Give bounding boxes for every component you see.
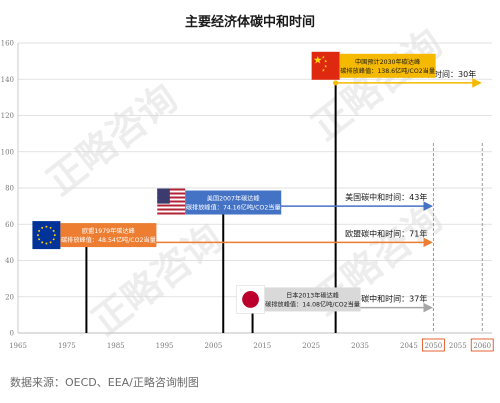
x-tick-label: 2050 <box>424 342 442 350</box>
flag-stripe <box>157 204 186 207</box>
x-tick-label: 1965 <box>9 342 27 350</box>
annotation-line2: 碳排放峰值：14.08亿吨/CO2当量 <box>265 300 360 308</box>
flag-stripe <box>157 198 186 201</box>
flag-star-small: ★ <box>324 58 328 63</box>
x-tick-label: 2060 <box>473 342 491 350</box>
flag-star <box>45 242 48 245</box>
annotation-line1: 美国2007年碳达峰 <box>207 195 260 203</box>
annotation-box <box>264 287 361 312</box>
flag-star-small: ★ <box>322 55 326 60</box>
flag-stripe <box>157 210 186 213</box>
flag-stripe <box>157 190 186 193</box>
annotation-line2: 碳排放峰值：74.16亿吨/CO2当量 <box>186 204 281 212</box>
cn-flag-icon: ★ ★★★★ <box>311 51 340 80</box>
flag-star <box>41 226 44 229</box>
x-tick-label: 1985 <box>107 342 125 350</box>
y-tick-label: 20 <box>5 293 14 301</box>
flag-star-small: ★ <box>324 63 328 68</box>
flag-stripe <box>157 196 186 199</box>
flag-stripe <box>157 188 186 191</box>
flag-stripe <box>157 214 186 217</box>
flag-stripe <box>157 200 186 203</box>
x-tick-label: 2045 <box>400 342 418 350</box>
watermark-text: 正略咨询 <box>303 20 450 149</box>
flag-star <box>49 226 52 229</box>
annotation-box <box>185 190 282 215</box>
flag-stripe <box>157 192 186 195</box>
x-tick-label: 2025 <box>302 342 320 350</box>
flag-star <box>52 229 55 232</box>
x-tick-label: 2035 <box>351 342 369 350</box>
flag-star <box>41 241 44 244</box>
flag-stripe <box>157 208 186 211</box>
y-tick-label: 60 <box>5 221 14 229</box>
flag-stripe <box>157 202 186 205</box>
flag-disc <box>242 291 259 308</box>
x-tick-label: 2055 <box>449 342 467 350</box>
eu-flag-icon <box>32 221 61 250</box>
neutrality-label: 日本碳中和时间：37年 <box>345 294 427 304</box>
annotation-line2: 碳排放峰值：138.6亿吨/CO2当量 <box>340 67 435 75</box>
x-tick-label: 2005 <box>205 342 223 350</box>
flag-star-small: ★ <box>322 67 326 72</box>
neutrality-label: 欧盟碳中和时间：71年 <box>345 228 427 238</box>
y-tick-label: 140 <box>1 76 14 84</box>
source-note: 数据来源：OECD、EEA/正略咨询制图 <box>10 375 199 389</box>
y-tick-label: 120 <box>1 112 14 120</box>
x-tick-label: 1975 <box>58 342 76 350</box>
annotation-line1: 中国预计2030年碳达峰 <box>355 58 420 66</box>
jp-flag-icon <box>236 285 265 314</box>
x-tick-label: 2015 <box>253 342 271 350</box>
flag-field <box>311 51 340 80</box>
annotation-line1: 欧盟1979年碳达峰 <box>82 227 135 235</box>
y-tick-label: 40 <box>5 257 14 265</box>
flag-stripe <box>157 206 186 209</box>
us-flag-icon <box>157 188 186 217</box>
flag-star <box>52 238 55 241</box>
annotation-line1: 日本2013年碳达峰 <box>286 291 339 299</box>
flag-star <box>37 234 39 237</box>
peak-annotations: 欧盟1979年碳达峰碳排放峰值：48.54亿吨/CO2当量美国2007年碳达峰碳… <box>32 51 436 314</box>
annotation-line2: 碳排放峰值：48.54亿吨/CO2当量 <box>61 236 156 244</box>
y-tick-label: 80 <box>5 185 14 193</box>
flag-star: ★ <box>313 54 323 67</box>
flag-stripe <box>157 212 186 215</box>
x-tick-highlight <box>470 338 494 352</box>
y-tick-label: 100 <box>1 148 14 156</box>
flag-field <box>32 221 61 250</box>
flag-stripe <box>157 194 186 197</box>
annotation-box <box>339 53 436 78</box>
watermark-text: 正略咨询 <box>38 75 185 204</box>
flag-star <box>53 234 56 237</box>
flag-star <box>38 229 41 232</box>
flag-star <box>38 238 41 241</box>
neutrality-label: 美国碳中和时间：43年 <box>345 192 427 202</box>
axes: 0 20 40 60 80 100 120 140 160 1965 1975 1985 1995 200… <box>1 40 494 352</box>
flag-star <box>49 241 52 244</box>
y-tick-label: 160 <box>1 40 14 48</box>
y-tick-label: 0 <box>10 330 14 338</box>
x-tick-highlight <box>421 338 445 352</box>
annotation-box <box>60 223 157 248</box>
chart-title: 主要经济体碳中和时间 <box>185 14 315 30</box>
flag-canton <box>157 188 170 204</box>
flag-star <box>45 225 48 228</box>
x-tick-label: 1995 <box>156 342 174 350</box>
